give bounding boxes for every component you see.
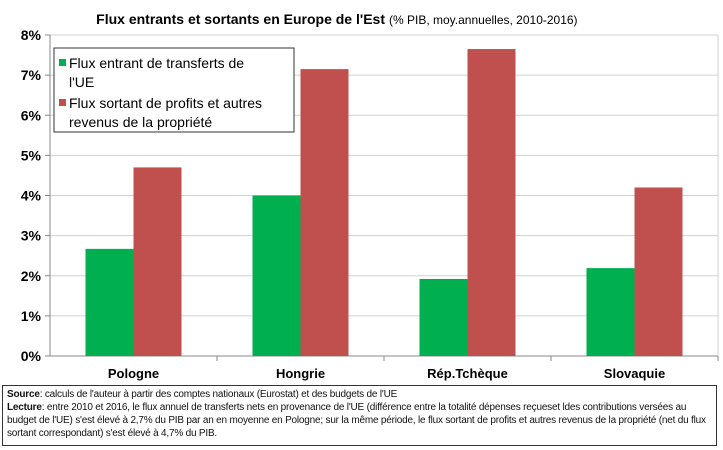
y-tick-label: 5% [21, 147, 42, 163]
bar-chart: Flux entrants et sortants en Europe de l… [21, 11, 719, 381]
legend-box [53, 47, 295, 133]
x-tick-label: Rép.Tchèque [427, 366, 508, 381]
source-label: Source [7, 389, 40, 400]
legend-label: Flux sortant de profits et autres [69, 95, 262, 111]
chart-title: Flux entrants et sortants en Europe de l… [96, 11, 385, 27]
bar-outflow [300, 69, 349, 356]
y-tick-label: 7% [21, 67, 42, 83]
legend-label: l'UE [69, 74, 94, 90]
source-text: : calculs de l'auteur à partir des compt… [39, 389, 398, 400]
bar-inflow [586, 268, 635, 356]
y-tick-label: 4% [21, 188, 42, 204]
bar-inflow [252, 195, 301, 356]
lecture-label: Lecture [7, 402, 42, 413]
lecture-text: : entre 2010 et 2016, le flux annuel de … [7, 402, 706, 439]
legend-label: Flux entrant de transferts de [69, 55, 244, 71]
x-tick-label: Pologne [108, 366, 159, 381]
legend-swatch [59, 99, 66, 106]
source-note: Source: calculs de l'auteur à partir des… [2, 385, 717, 446]
bar-outflow [133, 167, 182, 356]
bar-inflow [419, 278, 468, 356]
legend-label: revenus de la propriété [69, 114, 212, 130]
y-tick-label: 0% [21, 348, 42, 364]
y-tick-label: 6% [21, 107, 42, 123]
y-tick-label: 1% [21, 308, 42, 324]
legend-swatch [59, 59, 66, 66]
chart-subtitle: (% PIB, moy.annuelles, 2010-2016) [389, 13, 578, 27]
bar-outflow [467, 49, 516, 356]
bar-outflow [634, 187, 683, 356]
x-tick-label: Slovaquie [604, 366, 665, 381]
y-tick-label: 8% [21, 27, 42, 43]
y-tick-label: 2% [21, 268, 42, 284]
bar-inflow [85, 248, 134, 356]
x-tick-label: Hongrie [276, 366, 325, 381]
y-tick-label: 3% [21, 228, 42, 244]
